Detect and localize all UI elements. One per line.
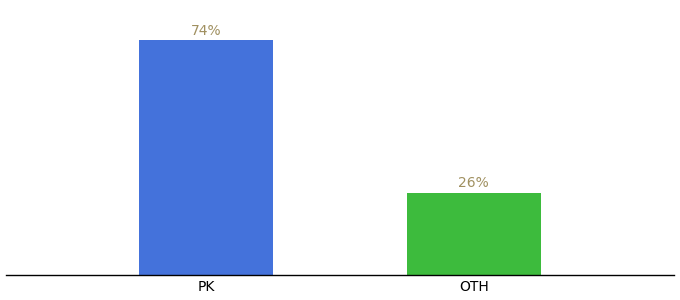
Bar (139, 40, 273, 275)
Text: 26%: 26% (458, 176, 489, 190)
Text: 74%: 74% (191, 24, 222, 38)
Bar (407, 193, 541, 275)
